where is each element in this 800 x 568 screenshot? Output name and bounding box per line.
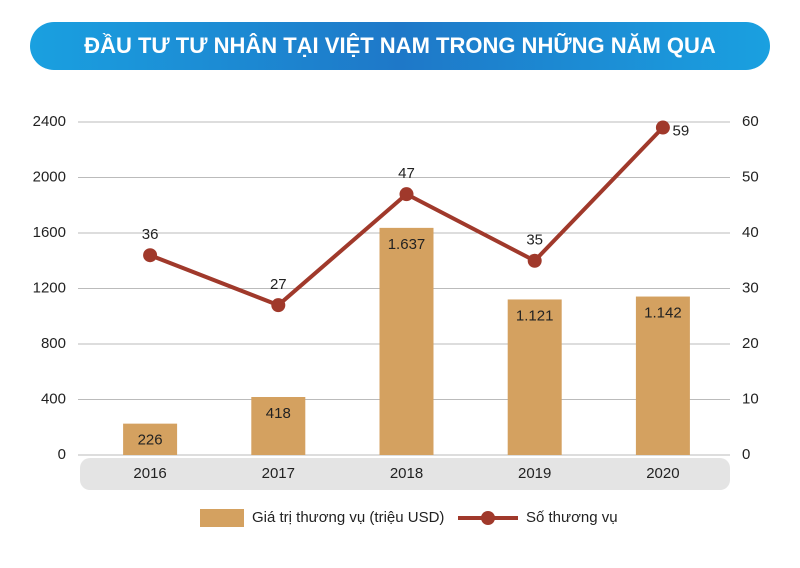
x-tick-label: 2016 [133, 465, 166, 482]
y2-tick-label: 60 [742, 113, 759, 130]
x-tick-label: 2020 [646, 465, 679, 482]
bar-value-label: 418 [266, 405, 291, 422]
legend-swatch [200, 509, 244, 527]
line-marker [271, 298, 286, 313]
x-tick-label: 2019 [518, 465, 551, 482]
y2-tick-label: 20 [742, 335, 759, 352]
x-tick-label: 2017 [262, 465, 295, 482]
bar [635, 296, 690, 455]
line-marker [399, 187, 414, 202]
legend-label: Số thương vụ [526, 509, 618, 526]
bar-value-label: 1.121 [516, 307, 554, 324]
bar-value-label: 1.637 [388, 236, 426, 253]
y2-tick-label: 50 [742, 168, 759, 185]
y-tick-label: 1600 [33, 224, 66, 241]
legend-swatch [481, 511, 495, 525]
line-value-label: 27 [270, 276, 287, 293]
line-value-label: 35 [526, 232, 543, 249]
y-tick-label: 400 [41, 390, 66, 407]
line-value-label: 36 [142, 226, 159, 243]
y2-tick-label: 10 [742, 390, 759, 407]
line-marker [655, 120, 670, 135]
bar-value-label: 1.142 [644, 305, 682, 322]
y-tick-label: 0 [58, 446, 66, 463]
y2-tick-label: 0 [742, 446, 750, 463]
line-value-label: 47 [398, 165, 415, 182]
y2-tick-label: 40 [742, 224, 759, 241]
line-marker [527, 253, 542, 268]
bar [379, 227, 434, 455]
y-tick-label: 1200 [33, 279, 66, 296]
y-tick-label: 2000 [33, 168, 66, 185]
bar-value-label: 226 [138, 432, 163, 449]
legend-label: Giá trị thương vụ (triệu USD) [252, 509, 444, 526]
line-value-label: 59 [673, 123, 690, 140]
category-strip [80, 458, 730, 490]
y2-tick-label: 30 [742, 279, 759, 296]
bar [123, 423, 178, 455]
bar [507, 299, 562, 455]
y-tick-label: 800 [41, 335, 66, 352]
line-marker [143, 248, 158, 263]
y-tick-label: 2400 [33, 113, 66, 130]
chart-title: ĐẦU TƯ TƯ NHÂN TẠI VIỆT NAM TRONG NHỮNG … [84, 33, 716, 58]
bar [251, 397, 306, 455]
x-tick-label: 2018 [390, 465, 423, 482]
title-banner [30, 22, 770, 70]
